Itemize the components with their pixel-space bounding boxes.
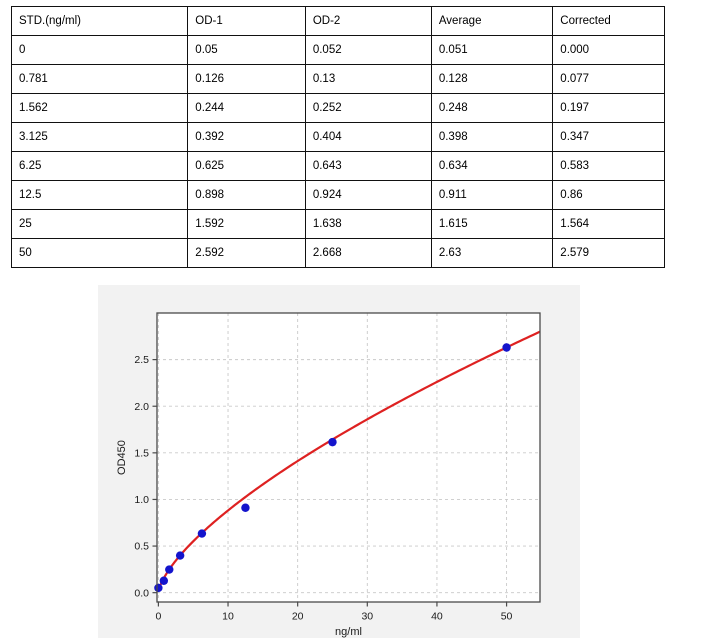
header-row: STD.(ng/ml) OD-1 OD-2 Average Corrected [10, 6, 665, 36]
table-row: 6.25 0.625 0.643 0.634 0.583 [10, 151, 665, 181]
table-cell: 0.197 [552, 93, 665, 123]
data-point [197, 529, 207, 538]
table-row: 0 0.05 0.052 0.051 0.000 [10, 35, 665, 65]
table-cell: 0.128 [430, 64, 554, 94]
column-header: Average [430, 6, 554, 36]
y-tick-label: 1.5 [134, 447, 149, 459]
table-cell: 0.077 [552, 64, 665, 94]
x-tick-label: 0 [155, 611, 161, 623]
data-point [159, 576, 169, 585]
table-row: 1.562 0.244 0.252 0.248 0.197 [10, 93, 665, 123]
table-cell: 0.05 [187, 35, 306, 65]
x-tick-label: 10 [222, 611, 234, 623]
table-cell: 0.000 [552, 35, 665, 65]
table-cell: 12.5 [10, 180, 189, 210]
table-cell: 0.924 [304, 180, 432, 210]
table-cell: 0.583 [552, 151, 665, 181]
table-cell: 0.634 [430, 151, 554, 181]
column-header: Corrected [552, 6, 665, 36]
table-cell: 0.052 [304, 35, 432, 65]
table-cell: 0.051 [430, 35, 554, 65]
table-cell: 6.25 [10, 151, 189, 181]
table-row: 0.781 0.126 0.13 0.128 0.077 [10, 64, 665, 94]
table-cell: 2.63 [430, 238, 554, 268]
table-cell: 0.404 [304, 122, 432, 152]
table-cell: 0.781 [10, 64, 189, 94]
x-axis-label: ng/ml [335, 626, 362, 638]
y-axis-label: OD450 [116, 440, 128, 475]
x-tick-label: 20 [292, 611, 304, 623]
axes-spines [156, 312, 541, 603]
table-body: 0 0.05 0.052 0.051 0.000 0.781 0.126 0.13 0.128 0… [10, 35, 665, 268]
table-cell: 50 [10, 238, 189, 268]
x-tick-label: 40 [431, 611, 443, 623]
x-tick-label: 30 [361, 611, 373, 623]
table-row: 12.5 0.898 0.924 0.911 0.86 [10, 180, 665, 210]
table-cell: 0.86 [552, 180, 665, 210]
table-cell: 1.615 [430, 209, 554, 239]
table-cell: 25 [10, 209, 189, 239]
table-row: 3.125 0.392 0.404 0.398 0.347 [10, 122, 665, 152]
table-row: 25 1.592 1.638 1.615 1.564 [10, 209, 665, 239]
table-cell: 3.125 [10, 122, 189, 152]
table-cell: 0.13 [304, 64, 432, 94]
table-cell: 2.668 [304, 238, 432, 268]
data-point [154, 583, 163, 593]
table-cell: 0.911 [430, 180, 554, 210]
table-cell: 0.398 [430, 122, 554, 152]
table-cell: 1.638 [304, 209, 432, 239]
standards-table: STD.(ng/ml) OD-1 OD-2 Average Corrected 0 0.0… [10, 6, 665, 268]
table-cell: 0.392 [187, 122, 306, 152]
table-cell: 0.248 [430, 93, 554, 123]
column-header: OD-1 [187, 6, 306, 36]
table-cell: 0.244 [187, 93, 306, 123]
table-cell: 0.252 [304, 93, 432, 123]
table-cell: 1.564 [552, 209, 665, 239]
table-row: 50 2.592 2.668 2.63 2.579 [10, 238, 665, 268]
column-header: STD.(ng/ml) [10, 6, 189, 36]
y-tick-label: 2.0 [134, 401, 149, 413]
table-cell: 0 [10, 35, 189, 65]
table-cell: 0.625 [187, 151, 306, 181]
y-tick-label: 0.5 [134, 541, 149, 553]
data-point [328, 437, 337, 447]
standard-curve-figure: 0 10 20 30 40 50 0.0 0.5 1.0 1.5 2.0 2.5 ng/ml OD450 [98, 285, 580, 638]
x-tick-label: 50 [501, 611, 513, 623]
table-cell: 1.592 [187, 209, 306, 239]
data-point [241, 503, 250, 512]
data-point [175, 551, 185, 560]
table-cell: 0.898 [187, 180, 306, 210]
table-cell: 2.579 [552, 238, 665, 268]
table-cell: 0.126 [187, 64, 306, 94]
data-point [502, 343, 511, 352]
y-tick-label: 1.0 [134, 494, 149, 506]
y-tick-label: 2.5 [134, 354, 149, 366]
table-header: STD.(ng/ml) OD-1 OD-2 Average Corrected [10, 6, 665, 36]
table-cell: 1.562 [10, 93, 189, 123]
table-cell: 0.347 [552, 122, 665, 152]
plot-area [157, 313, 540, 602]
standard-curve-chart: 0 10 20 30 40 50 0.0 0.5 1.0 1.5 2.0 2.5 ng/ml OD450 [116, 312, 541, 638]
table-cell: 0.643 [304, 151, 432, 181]
y-tick-label: 0.0 [134, 587, 149, 599]
column-header: OD-2 [304, 6, 432, 36]
table-cell: 2.592 [187, 238, 306, 268]
data-point [165, 565, 174, 574]
